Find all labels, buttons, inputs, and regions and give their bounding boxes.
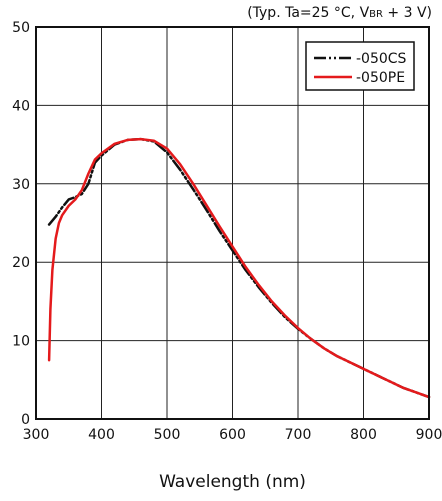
- x-tick-label-900: 900: [416, 427, 442, 443]
- condition-note: (Typ. Ta=25 °C, VBR + 3 V): [247, 5, 432, 21]
- legend-label-050cs: -050CS: [356, 51, 407, 67]
- x-tick-label-400: 400: [88, 427, 115, 443]
- condition-note-suffix: + 3 V): [383, 5, 432, 21]
- y-tick-label-0: 0: [21, 412, 30, 428]
- condition-note-prefix: (Typ. Ta=25 °C, V: [247, 5, 369, 21]
- x-tick-label-500: 500: [154, 427, 181, 443]
- x-tick-label-600: 600: [219, 427, 246, 443]
- y-tick-label-30: 30: [12, 177, 30, 193]
- y-tick-label-40: 40: [12, 98, 30, 114]
- x-tick-label-800: 800: [350, 427, 377, 443]
- y-tick-label-50: 50: [12, 20, 30, 36]
- tick-layer: 300 400 500 600 700 800 900 0 10 20 30 40 50: [12, 20, 442, 443]
- x-tick-label-300: 300: [23, 427, 50, 443]
- condition-note-subscript: BR: [369, 9, 383, 20]
- y-tick-label-20: 20: [12, 255, 30, 271]
- series-layer: [47, 137, 431, 399]
- series-line-050pe: [47, 137, 431, 399]
- legend-box: [305, 41, 415, 91]
- plot-frame: [35, 26, 430, 420]
- legend: -050CS -050PE: [305, 41, 415, 91]
- x-axis-label: Wavelength (nm): [159, 472, 306, 492]
- x-tick-label-700: 700: [285, 427, 312, 443]
- legend-label-050pe: -050PE: [356, 70, 405, 86]
- y-tick-label-10: 10: [12, 334, 30, 350]
